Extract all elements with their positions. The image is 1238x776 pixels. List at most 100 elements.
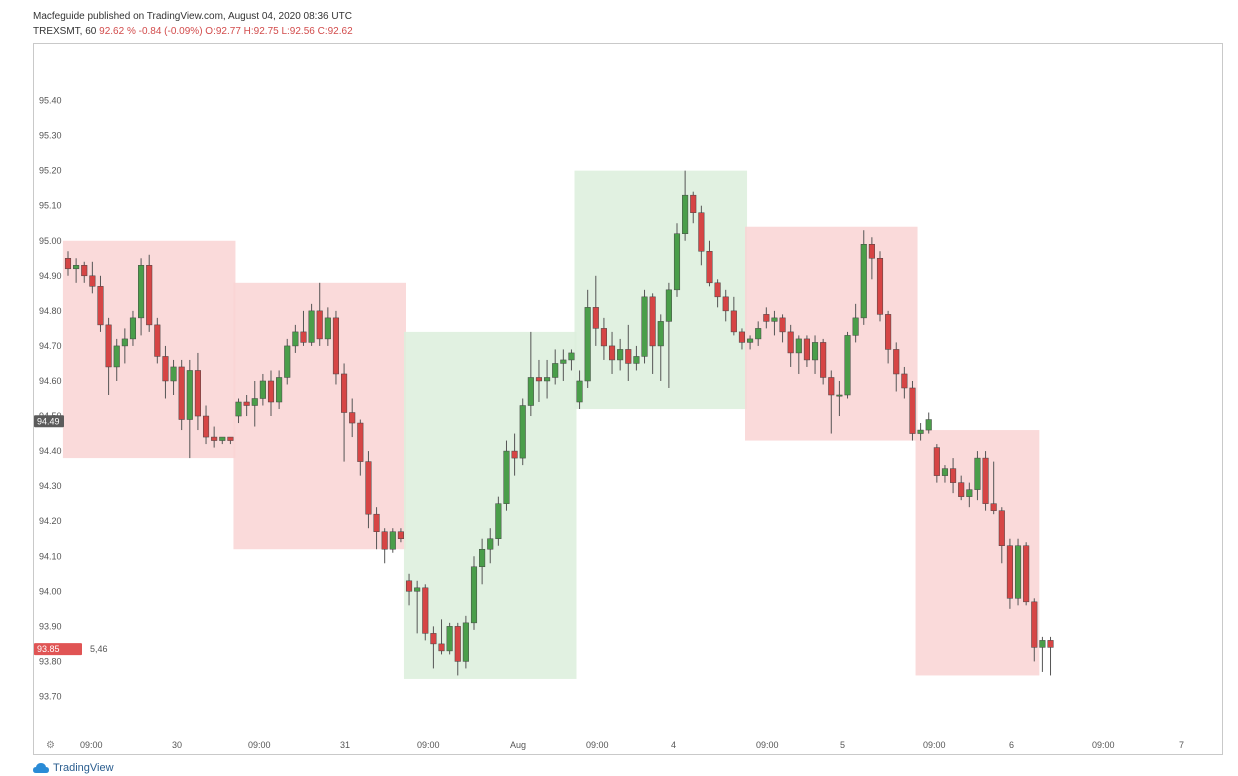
candle: [860, 230, 867, 325]
x-tick-label: 7: [1179, 740, 1184, 750]
candle: [820, 338, 827, 385]
candle-body: [673, 233, 681, 291]
candle-body: [527, 377, 534, 406]
candle: [89, 261, 96, 294]
x-tick-label: 09:00: [248, 740, 271, 750]
brand-name: TradingView: [53, 762, 114, 774]
candle: [544, 359, 551, 399]
candle: [414, 580, 421, 634]
candle-body: [381, 531, 388, 550]
candle-body: [966, 489, 973, 497]
candle: [966, 482, 973, 508]
y-tick-label: 94.30: [39, 481, 62, 491]
candle-body: [64, 258, 72, 270]
candle-body: [876, 258, 884, 315]
candle-body: [950, 468, 957, 483]
candle: [454, 622, 461, 676]
candle: [64, 251, 72, 276]
chart-frame[interactable]: 95.40 95.30 95.20 95.10 95.00 94.90 94.80 94.70…: [33, 43, 1223, 755]
candle-body: [852, 317, 859, 336]
x-tick-label: 6: [1009, 740, 1014, 750]
candle: [194, 352, 201, 431]
candle: [113, 338, 120, 381]
candle-body: [349, 412, 356, 424]
candle: [397, 528, 404, 543]
candle-body: [446, 626, 453, 652]
candle: [138, 258, 145, 336]
candle: [852, 303, 859, 343]
symbol-ohlc-line: TREXSMT, 60 92.62 % -0.84 (-0.09%) O:92.…: [33, 26, 353, 37]
candle-body: [235, 401, 242, 417]
candle-body: [706, 251, 713, 284]
candle-body: [276, 377, 283, 403]
candle: [747, 335, 754, 350]
candle-body: [454, 626, 461, 662]
candle-body: [982, 457, 989, 504]
candle: [267, 370, 275, 417]
candle-body: [885, 314, 892, 350]
candle-body: [917, 429, 924, 434]
candle-body: [998, 510, 1005, 546]
x-tick-label: 09:00: [923, 740, 946, 750]
candle-body: [665, 289, 672, 322]
price-tag-label: 93.85: [37, 644, 60, 654]
candle-body: [89, 275, 96, 287]
candle: [771, 310, 778, 336]
candle: [576, 370, 583, 410]
candle-body: [738, 331, 746, 343]
candle: [738, 328, 746, 350]
candle-body: [267, 380, 275, 403]
candle: [389, 528, 396, 553]
candle: [479, 538, 486, 585]
candle: [519, 398, 526, 466]
candle: [657, 314, 664, 381]
candle-body: [560, 359, 567, 364]
candle-body: [219, 436, 226, 441]
candle: [1031, 598, 1038, 662]
candle-body: [316, 310, 323, 340]
price-tag: 93.85 5,46: [34, 643, 108, 656]
candlestick-chart[interactable]: 95.40 95.30 95.20 95.10 95.00 94.90 94.80 94.70…: [34, 44, 1222, 754]
tradingview-logo[interactable]: TradingView: [33, 762, 114, 774]
y-tick-label: 94.90: [39, 271, 62, 281]
candle-body: [722, 296, 729, 312]
candle: [146, 254, 153, 332]
candle: [958, 475, 965, 501]
candle-body: [414, 587, 421, 592]
candle: [885, 310, 892, 364]
candle: [308, 303, 315, 346]
candle: [300, 310, 307, 346]
candle-body: [300, 331, 307, 343]
candle-body: [933, 447, 940, 476]
candle: [324, 307, 331, 346]
candle: [649, 293, 656, 374]
chart-publish-info: Macfeguide published on TradingView.com,…: [33, 11, 352, 22]
candle-body: [584, 307, 591, 382]
candle-body: [422, 587, 429, 634]
candle: [868, 237, 875, 280]
candle: [811, 335, 819, 374]
candle-body: [730, 310, 737, 333]
candle-body: [284, 345, 291, 378]
candle-body: [1039, 640, 1046, 648]
candle-body: [194, 370, 201, 417]
y-tick-label: 93.70: [39, 691, 62, 701]
candle: [105, 317, 112, 395]
candle: [511, 433, 518, 476]
price-tags: 94.49 93.85 5,46: [34, 415, 108, 656]
x-tick-label: 30: [172, 740, 182, 750]
y-tick-label: 94.10: [39, 551, 62, 561]
y-tick-label: 94.40: [39, 446, 62, 456]
candle: [81, 261, 88, 283]
candle-body: [893, 349, 900, 375]
candle: [828, 370, 835, 434]
candle: [893, 342, 900, 392]
x-tick-label: 09:00: [1092, 740, 1115, 750]
candle: [211, 426, 218, 448]
candle-body: [138, 265, 145, 319]
candle-body: [657, 321, 664, 347]
candle-body: [974, 457, 981, 490]
candle: [552, 349, 559, 385]
candle: [795, 335, 802, 374]
candle-body: [763, 314, 770, 322]
